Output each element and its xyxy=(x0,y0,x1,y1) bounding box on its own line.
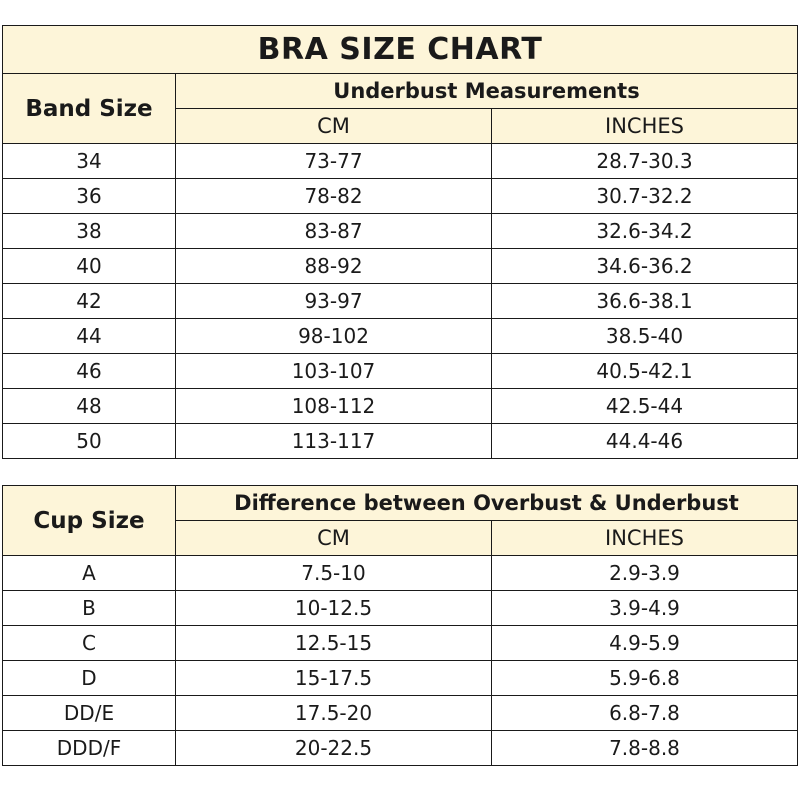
inches-cell: 4.9-5.9 xyxy=(491,625,798,661)
inches-cell: 38.5-40 xyxy=(491,318,798,354)
table-row: 38 83-87 32.6-34.2 xyxy=(2,213,798,249)
table-row: 42 93-97 36.6-38.1 xyxy=(2,283,798,319)
table-row: DD/E 17.5-20 6.8-7.8 xyxy=(2,695,798,731)
band-table-body: 34 73-77 28.7-30.3 36 78-82 30.7-32.2 38 83-87 3… xyxy=(2,143,798,459)
table-row: A 7.5-10 2.9-3.9 xyxy=(2,555,798,591)
cup-table-body: A 7.5-10 2.9-3.9 B 10-12.5 3.9-4.9 C 12.5-15 4.9… xyxy=(2,555,798,766)
cup-size-table: Cup Size Difference between Overbust & U… xyxy=(2,485,798,766)
inches-cell: 5.9-6.8 xyxy=(491,660,798,696)
underbust-group-header: Underbust Measurements xyxy=(175,73,798,109)
cup-size-header: Cup Size xyxy=(2,485,176,556)
size-cell: 46 xyxy=(2,353,176,389)
size-cell: 40 xyxy=(2,248,176,284)
cm-cell: 93-97 xyxy=(175,283,492,319)
cm-cell: 83-87 xyxy=(175,213,492,249)
inches-cell: 6.8-7.8 xyxy=(491,695,798,731)
table-row: DDD/F 20-22.5 7.8-8.8 xyxy=(2,730,798,766)
cm-cell: 15-17.5 xyxy=(175,660,492,696)
cm-cell: 73-77 xyxy=(175,143,492,179)
band-size-header: Band Size xyxy=(2,73,176,144)
size-cell: A xyxy=(2,555,176,591)
size-cell: 38 xyxy=(2,213,176,249)
cm-cell: 20-22.5 xyxy=(175,730,492,766)
cm-cell: 17.5-20 xyxy=(175,695,492,731)
band-cm-header: CM xyxy=(175,108,492,144)
cm-cell: 12.5-15 xyxy=(175,625,492,661)
size-cell: 44 xyxy=(2,318,176,354)
chart-title: BRA SIZE CHART xyxy=(2,25,798,74)
cm-cell: 88-92 xyxy=(175,248,492,284)
size-cell: 42 xyxy=(2,283,176,319)
size-cell: B xyxy=(2,590,176,626)
inches-cell: 32.6-34.2 xyxy=(491,213,798,249)
size-cell: 48 xyxy=(2,388,176,424)
cm-cell: 78-82 xyxy=(175,178,492,214)
size-cell: 34 xyxy=(2,143,176,179)
size-cell: 50 xyxy=(2,423,176,459)
cm-cell: 10-12.5 xyxy=(175,590,492,626)
table-row: D 15-17.5 5.9-6.8 xyxy=(2,660,798,696)
cm-cell: 113-117 xyxy=(175,423,492,459)
inches-cell: 2.9-3.9 xyxy=(491,555,798,591)
size-cell: D xyxy=(2,660,176,696)
table-row: 34 73-77 28.7-30.3 xyxy=(2,143,798,179)
cm-cell: 98-102 xyxy=(175,318,492,354)
inches-cell: 36.6-38.1 xyxy=(491,283,798,319)
cm-cell: 108-112 xyxy=(175,388,492,424)
table-row: B 10-12.5 3.9-4.9 xyxy=(2,590,798,626)
table-row: 50 113-117 44.4-46 xyxy=(2,423,798,459)
inches-cell: 40.5-42.1 xyxy=(491,353,798,389)
inches-cell: 28.7-30.3 xyxy=(491,143,798,179)
inches-cell: 3.9-4.9 xyxy=(491,590,798,626)
band-size-table: BRA SIZE CHART Band Size Underbust Measu… xyxy=(2,25,798,459)
inches-cell: 34.6-36.2 xyxy=(491,248,798,284)
inches-cell: 30.7-32.2 xyxy=(491,178,798,214)
table-row: 40 88-92 34.6-36.2 xyxy=(2,248,798,284)
table-row: 46 103-107 40.5-42.1 xyxy=(2,353,798,389)
size-cell: C xyxy=(2,625,176,661)
table-row: 36 78-82 30.7-32.2 xyxy=(2,178,798,214)
inches-cell: 44.4-46 xyxy=(491,423,798,459)
table-row: 44 98-102 38.5-40 xyxy=(2,318,798,354)
cup-cm-header: CM xyxy=(175,520,492,556)
size-cell: DD/E xyxy=(2,695,176,731)
inches-cell: 7.8-8.8 xyxy=(491,730,798,766)
table-row: C 12.5-15 4.9-5.9 xyxy=(2,625,798,661)
difference-group-header: Difference between Overbust & Underbust xyxy=(175,485,798,521)
size-cell: DDD/F xyxy=(2,730,176,766)
size-cell: 36 xyxy=(2,178,176,214)
cup-inches-header: INCHES xyxy=(491,520,798,556)
table-row: 48 108-112 42.5-44 xyxy=(2,388,798,424)
band-inches-header: INCHES xyxy=(491,108,798,144)
cm-cell: 103-107 xyxy=(175,353,492,389)
inches-cell: 42.5-44 xyxy=(491,388,798,424)
cm-cell: 7.5-10 xyxy=(175,555,492,591)
